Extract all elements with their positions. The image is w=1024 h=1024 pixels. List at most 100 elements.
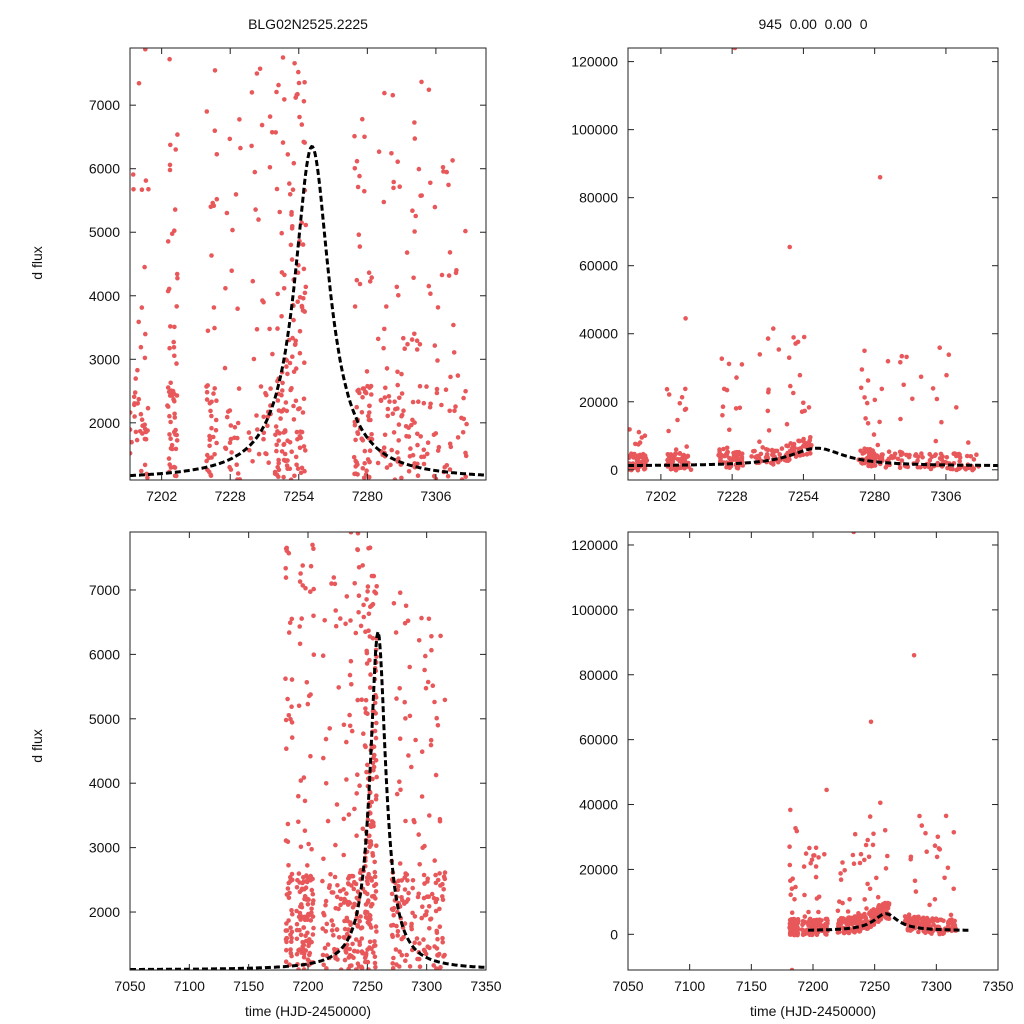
data-point	[360, 116, 365, 122]
data-point	[371, 943, 377, 949]
y-tick-label: 3000	[89, 840, 120, 856]
data-point	[209, 413, 214, 419]
data-point	[956, 466, 962, 472]
data-point	[266, 460, 272, 466]
data-point	[354, 277, 360, 283]
y-tick-label: 3000	[89, 351, 120, 367]
data-point	[412, 420, 417, 425]
y-tick-label: 60000	[579, 258, 618, 274]
data-point	[275, 398, 281, 403]
data-point	[431, 963, 437, 968]
data-point	[788, 807, 793, 813]
data-point	[370, 853, 376, 858]
data-point	[412, 940, 418, 945]
data-point	[673, 447, 679, 452]
data-point	[306, 943, 311, 949]
data-point	[409, 337, 415, 342]
data-point	[261, 436, 266, 442]
data-point	[675, 457, 681, 462]
data-point	[432, 699, 437, 705]
data-point	[443, 387, 449, 393]
data-point	[204, 109, 210, 114]
data-point	[399, 371, 404, 377]
data-point	[130, 410, 133, 415]
data-point	[412, 331, 417, 337]
data-point	[417, 862, 423, 867]
data-point	[442, 952, 447, 958]
data-point	[284, 364, 289, 369]
data-point	[923, 930, 928, 935]
data-point	[440, 940, 446, 945]
data-point	[235, 435, 240, 441]
data-point	[289, 212, 294, 217]
top-left-model-curve	[130, 144, 486, 478]
data-point	[338, 902, 343, 908]
data-point	[426, 283, 432, 289]
data-point	[836, 929, 842, 935]
data-point	[323, 929, 329, 934]
data-point	[357, 918, 363, 924]
data-point	[374, 793, 379, 798]
data-point	[289, 704, 294, 709]
data-point	[300, 944, 306, 949]
data-point	[348, 618, 353, 623]
data-point	[433, 772, 439, 778]
left-x-axis-label: time (HJD-2450000)	[244, 1003, 372, 1019]
data-point	[943, 813, 949, 819]
data-point	[392, 477, 398, 480]
data-point	[305, 896, 311, 902]
data-point	[289, 616, 295, 622]
data-point	[682, 407, 688, 413]
data-point	[779, 446, 785, 451]
data-point	[273, 130, 279, 135]
data-point	[299, 465, 305, 471]
data-point	[371, 744, 377, 749]
data-point	[294, 951, 300, 957]
data-point	[428, 291, 433, 297]
data-point	[908, 916, 913, 921]
data-point	[367, 939, 373, 945]
data-point	[175, 275, 180, 281]
data-point	[165, 288, 171, 294]
data-point	[924, 849, 929, 854]
data-point	[801, 400, 806, 406]
data-point	[297, 910, 303, 916]
data-point	[892, 451, 898, 457]
data-point	[299, 304, 305, 310]
data-point	[142, 355, 148, 361]
data-point	[721, 386, 727, 392]
data-point	[866, 854, 872, 860]
data-point	[344, 777, 349, 782]
data-point	[415, 956, 420, 962]
y-tick-label: 20000	[579, 394, 618, 410]
data-point	[815, 921, 820, 926]
data-point	[384, 465, 390, 470]
data-point	[913, 889, 919, 894]
data-point	[365, 891, 370, 897]
data-point	[347, 901, 353, 906]
data-point	[455, 435, 461, 440]
data-point	[362, 188, 367, 194]
data-point	[433, 880, 439, 886]
data-point	[285, 839, 291, 844]
data-point	[283, 959, 289, 964]
data-point	[172, 391, 177, 397]
data-point	[321, 856, 326, 862]
data-point	[135, 367, 140, 373]
data-point	[957, 459, 962, 464]
data-point	[360, 395, 365, 400]
data-point	[305, 701, 311, 707]
data-point	[682, 455, 687, 460]
data-point	[363, 697, 369, 703]
data-point	[393, 947, 399, 952]
data-point	[211, 203, 217, 209]
data-point	[665, 457, 670, 463]
data-point	[280, 140, 286, 145]
data-point	[825, 918, 830, 923]
data-point	[167, 167, 173, 173]
data-point	[302, 828, 308, 833]
data-point	[411, 275, 416, 281]
data-point	[425, 679, 431, 685]
data-point	[298, 429, 303, 435]
data-point	[875, 442, 881, 448]
